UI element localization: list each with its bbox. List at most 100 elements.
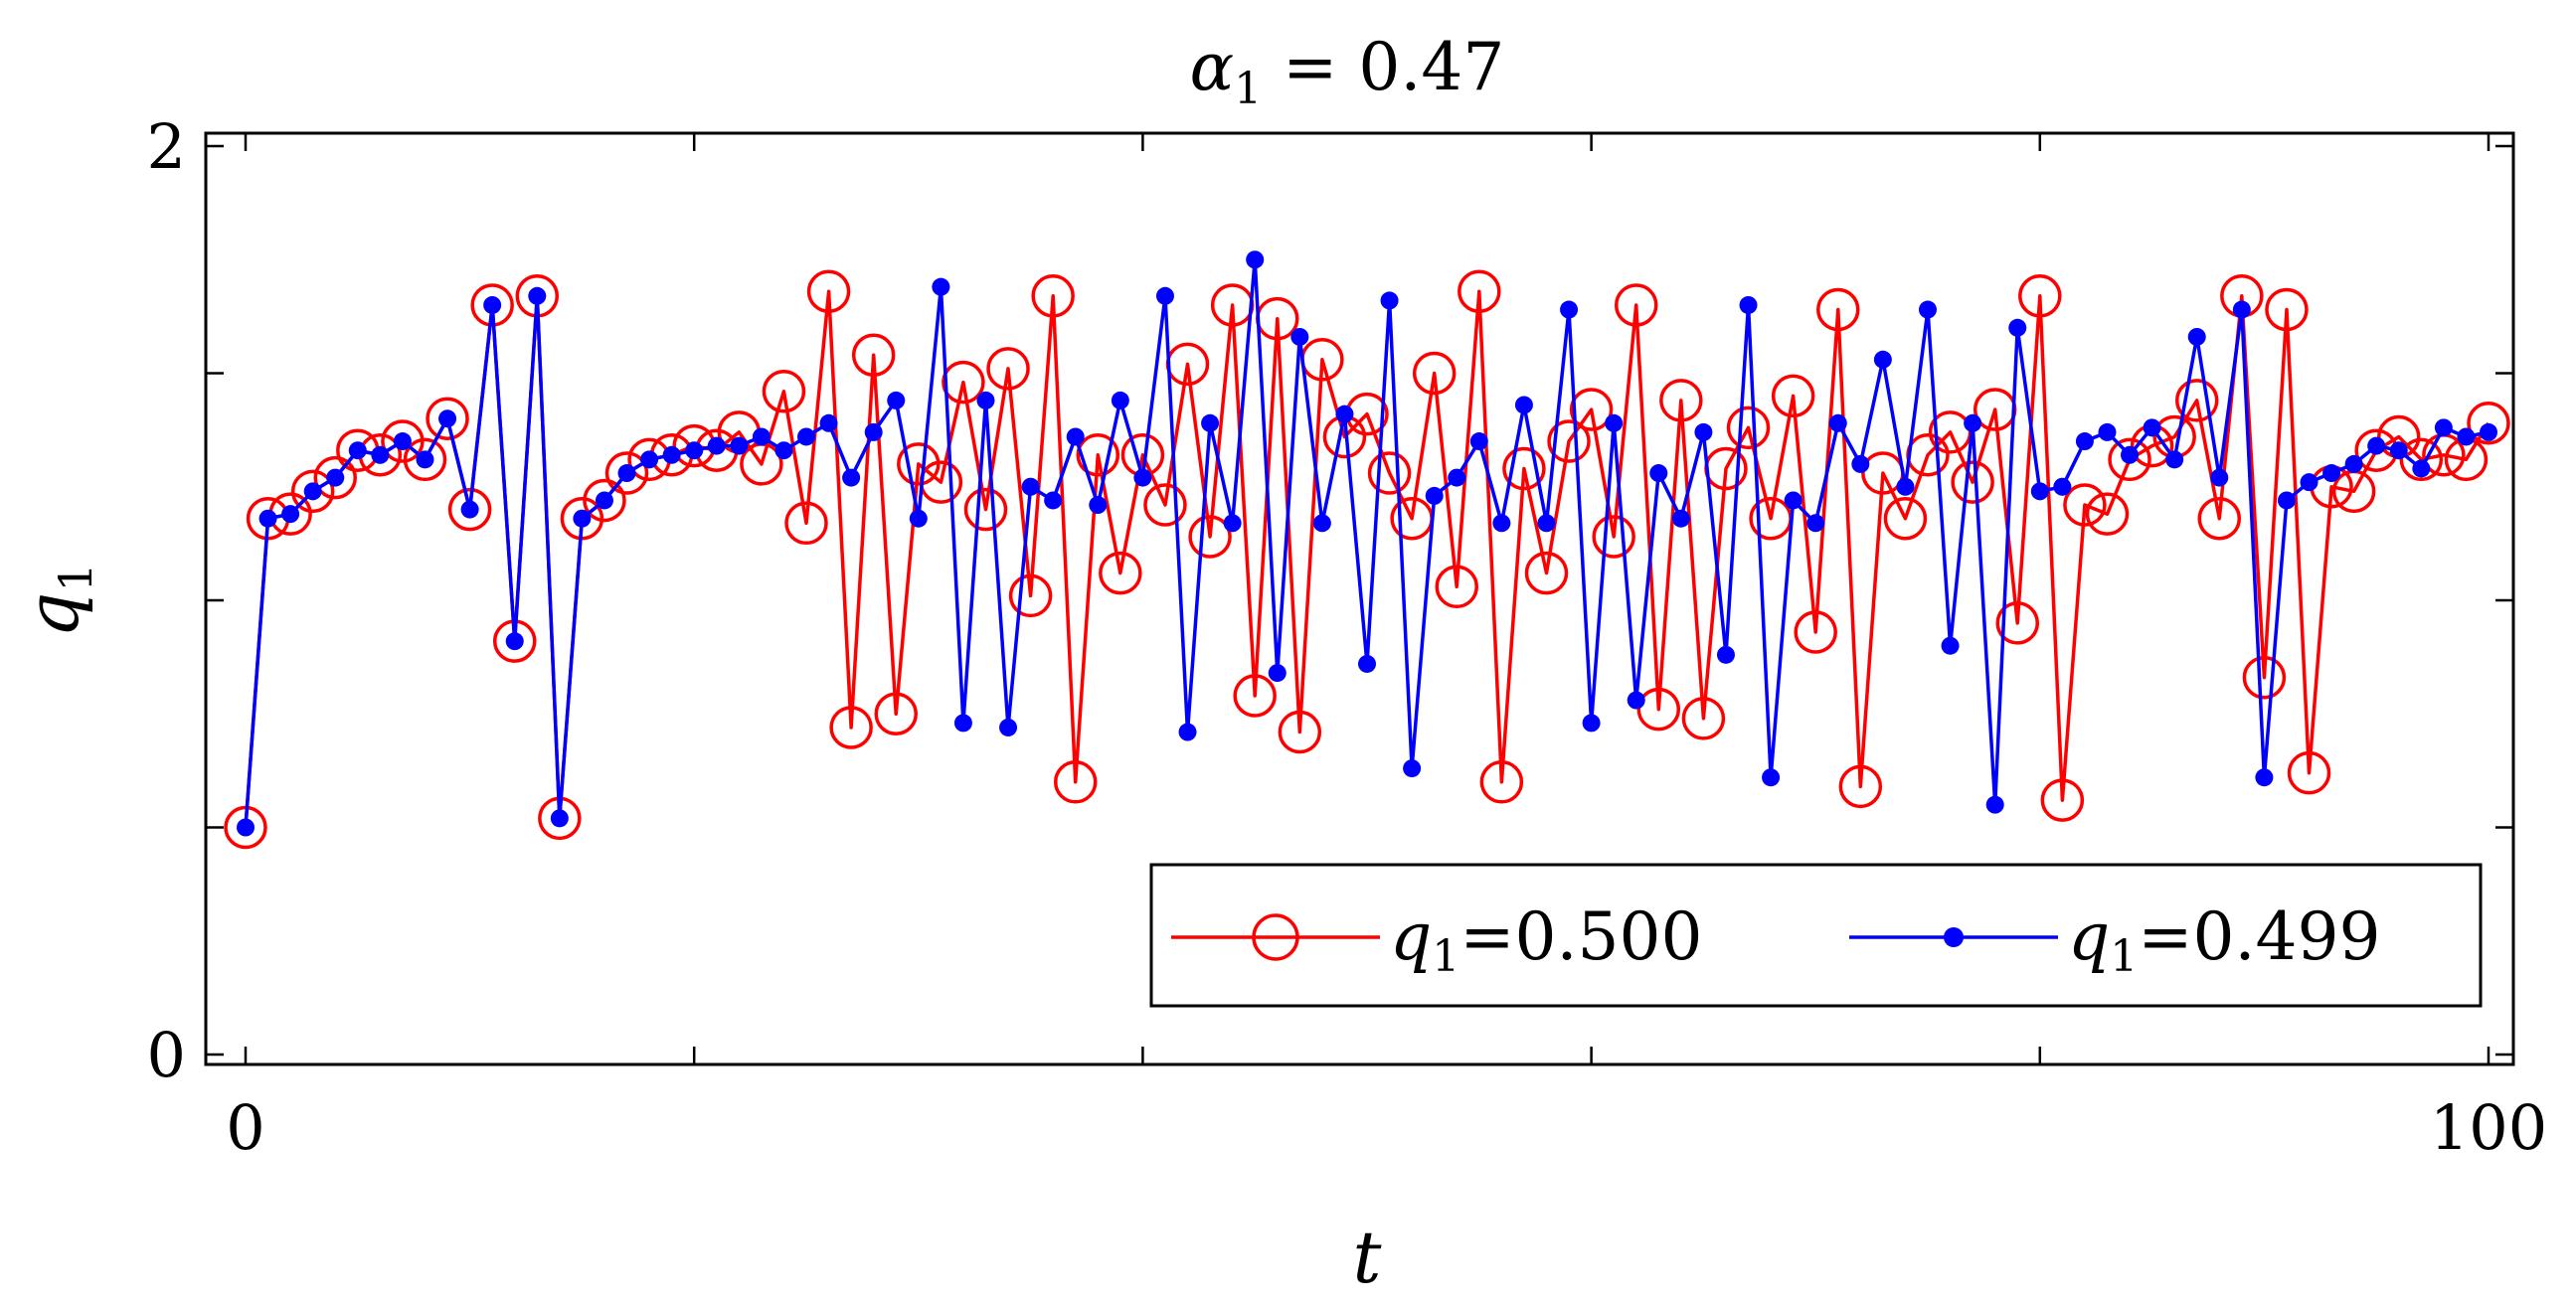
data-point-red (1412, 351, 1457, 396)
data-point-blue (752, 427, 771, 446)
data-point-red (2197, 496, 2242, 541)
data-point-red (851, 333, 896, 377)
data-point-red (1883, 496, 1928, 541)
data-point-blue (2457, 427, 2476, 446)
data-point-red (2040, 778, 2085, 822)
data-point-red (1053, 760, 1098, 804)
series-line-red (244, 289, 2490, 828)
data-point-blue (2053, 477, 2072, 496)
data-point-red (1502, 446, 1546, 491)
ticks-layer: 0 100 0 2 (147, 110, 2548, 1164)
data-point-blue (326, 468, 345, 487)
data-point-blue (1201, 413, 1220, 432)
data-point-red (1816, 287, 1860, 332)
data-point-blue (953, 714, 972, 733)
data-point-blue (1021, 477, 1040, 496)
legend-red-subscript: 1 (1432, 931, 1460, 982)
data-point-blue (1178, 723, 1197, 741)
data-point-red (1076, 433, 1120, 477)
data-point-blue (999, 718, 1018, 736)
data-point-blue (662, 445, 681, 464)
data-point-blue (237, 818, 255, 837)
data-point-red (874, 692, 918, 735)
data-point-blue (2367, 436, 2386, 455)
legend-blue-value: =0.499 (2138, 898, 2380, 975)
data-point-blue (2098, 422, 2117, 441)
data-point-blue (1066, 427, 1085, 446)
data-point-blue (460, 500, 479, 519)
title-subscript: 1 (1234, 64, 1262, 114)
data-point-blue (1335, 405, 1354, 423)
data-point-red (2085, 492, 2130, 536)
data-point-blue (1941, 636, 1960, 655)
data-point-blue (483, 295, 502, 314)
data-point-blue (595, 491, 613, 510)
data-point-blue (416, 450, 434, 469)
data-point-blue (685, 441, 704, 460)
legend-box (1149, 863, 2483, 1008)
data-point-red (1771, 374, 1815, 418)
data-point-blue (2412, 459, 2431, 478)
data-point-blue (2121, 445, 2140, 464)
data-point-red (1794, 610, 1837, 654)
y-axis-label-symbol: q (11, 592, 94, 638)
legend-marker-filled-dot (1944, 927, 1964, 947)
data-point-blue (1851, 454, 1870, 473)
data-point-blue (1358, 654, 1376, 673)
data-point-blue (730, 436, 749, 455)
data-point-red (2242, 655, 2287, 700)
data-point-red (1031, 274, 1075, 318)
data-point-blue (2480, 422, 2497, 441)
data-point-blue (1671, 509, 1690, 528)
data-point-blue (1089, 496, 1108, 515)
data-point-blue (887, 391, 906, 409)
x-tick-label: 100 (2430, 1091, 2547, 1164)
data-point-red (1278, 710, 1322, 754)
data-point-blue (1044, 491, 1063, 510)
data-point-blue (1716, 645, 1735, 664)
data-point-blue (2210, 468, 2229, 487)
x-tick-label: 0 (226, 1091, 264, 1164)
data-point-blue (1246, 250, 1265, 269)
data-point-blue (258, 509, 277, 528)
data-point-red (447, 487, 492, 532)
data-point-blue (2322, 464, 2341, 483)
data-point-red (986, 347, 1030, 391)
legend-label-blue: q1=0.499 (2068, 898, 2381, 982)
data-point-blue (550, 809, 569, 828)
data-point-red (1726, 406, 1771, 450)
y-tick-label: 0 (147, 1019, 186, 1091)
data-point-red (1547, 419, 1591, 463)
legend: q1=0.500 q1=0.499 (1149, 863, 2483, 1008)
legend-blue-symbol: q (2068, 898, 2110, 975)
data-point-blue (1155, 286, 1174, 305)
data-point-blue (303, 482, 322, 501)
data-point-red (1659, 379, 1703, 422)
data-point-blue (1919, 300, 1937, 319)
data-point-blue (1828, 413, 1847, 432)
x-axis-label: t (1353, 1216, 1383, 1299)
data-point-blue (1806, 514, 1825, 533)
data-point-blue (1448, 468, 1466, 487)
data-point-red (829, 706, 873, 749)
data-point-red (2063, 483, 2107, 527)
data-point-blue (640, 450, 659, 469)
data-point-blue (573, 509, 592, 528)
data-point-blue (842, 468, 861, 487)
data-point-blue (505, 632, 524, 651)
data-point-blue (1403, 759, 1422, 778)
data-point-red (290, 469, 335, 514)
data-point-red (1367, 451, 1412, 495)
data-point-red (2467, 402, 2510, 445)
data-point-blue (2008, 318, 2027, 337)
data-point-red (1099, 551, 1142, 595)
legend-blue-subscript: 1 (2110, 931, 2138, 982)
data-point-blue (1762, 768, 1781, 787)
title-value: = 0.47 (1262, 29, 1504, 105)
data-point-red (1951, 460, 1994, 504)
data-point-blue (1537, 514, 1556, 533)
y-tick-label: 2 (147, 110, 186, 183)
data-point-red (583, 478, 626, 523)
data-point-blue (1312, 514, 1331, 533)
